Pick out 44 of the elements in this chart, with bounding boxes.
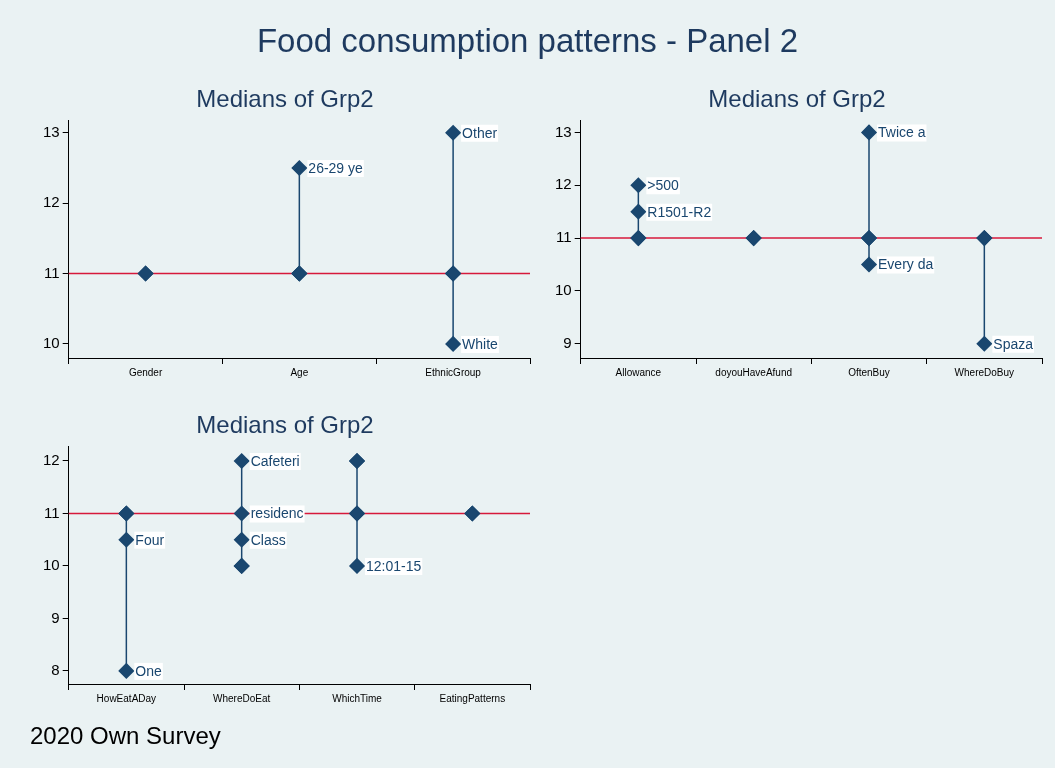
- text: Food consumption patterns - Panel 2: [255, 22, 800, 60]
- y-tick-label: 10: [43, 334, 60, 352]
- data-label: Other: [462, 124, 498, 141]
- data-label: Every da: [878, 256, 934, 273]
- data-label: Cafeteri: [250, 452, 300, 469]
- y-tick-label: 12: [555, 175, 572, 193]
- x-tick-label: Allowance: [615, 366, 662, 378]
- y-tick-label: 9: [51, 608, 60, 626]
- data-label: >500: [647, 177, 680, 194]
- data-label: R1501-R2: [647, 203, 712, 220]
- x-tick-label: WhereDoEat: [213, 692, 271, 704]
- x-tick-label: doyouHaveAfund: [715, 366, 793, 378]
- data-label: Twice a: [878, 124, 926, 141]
- data-label: 12:01-15: [366, 557, 422, 574]
- data-label: Four: [135, 531, 165, 548]
- data-label: Class: [250, 531, 286, 548]
- x-tick-label: EthnicGroup: [425, 366, 482, 378]
- x-tick-label: HowEatADay: [96, 692, 157, 704]
- x-tick-label: WhichTime: [332, 692, 383, 704]
- y-tick-label: 12: [43, 451, 60, 469]
- y-tick-label: 10: [555, 281, 572, 299]
- y-tick-label: 13: [555, 122, 572, 140]
- x-tick-label: Gender: [128, 366, 163, 378]
- y-tick-label: 12: [43, 193, 60, 211]
- chart-title: Medians of Grp2: [196, 85, 374, 113]
- x-tick-label: WhereDoBuy: [954, 366, 1015, 378]
- x-tick-label: EatingPatterns: [439, 692, 506, 704]
- y-tick-label: 13: [43, 122, 60, 140]
- chart-title: Medians of Grp2: [196, 411, 374, 439]
- y-tick-label: 11: [556, 228, 572, 246]
- y-tick-label: 11: [44, 263, 60, 281]
- text: 2020 Own Survey: [30, 722, 221, 750]
- data-label: One: [135, 662, 163, 679]
- y-tick-label: 8: [51, 661, 60, 679]
- y-tick-label: 10: [43, 556, 60, 574]
- data-label: Spaza: [993, 335, 1034, 352]
- y-tick-label: 9: [563, 333, 572, 351]
- data-label: White: [462, 335, 499, 352]
- chart-title: Medians of Grp2: [708, 85, 886, 113]
- x-tick-label: OftenBuy: [848, 366, 890, 378]
- data-label: 26-29 ye: [308, 159, 364, 176]
- y-tick-label: 11: [44, 503, 60, 521]
- x-tick-label: Age: [290, 366, 309, 378]
- data-label: residenc: [250, 505, 304, 522]
